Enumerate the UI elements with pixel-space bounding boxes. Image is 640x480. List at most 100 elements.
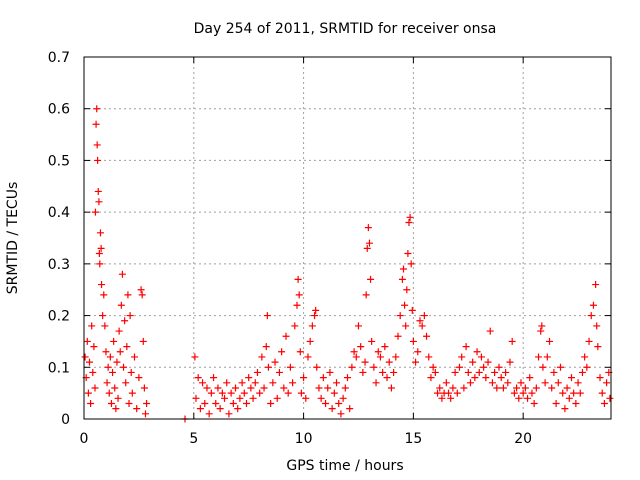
data-point (379, 368, 387, 376)
axis-ticks (83, 56, 611, 420)
data-point (404, 250, 412, 258)
data-point (240, 389, 248, 397)
data-point (344, 374, 351, 382)
data-point (368, 337, 376, 345)
data-point (423, 332, 431, 340)
data-point (116, 348, 124, 356)
data-point (543, 353, 551, 361)
data-point (574, 379, 582, 387)
data-point (113, 358, 121, 366)
data-point (212, 399, 220, 407)
data-point (296, 348, 304, 356)
data-point (322, 399, 330, 407)
data-point (83, 337, 91, 345)
data-point (460, 384, 468, 392)
data-point (556, 363, 564, 371)
data-point (471, 374, 479, 382)
data-point (596, 374, 604, 382)
data-point (89, 368, 97, 376)
y-tick-label: 0 (61, 412, 70, 428)
data-point (445, 389, 453, 397)
data-point (267, 399, 275, 407)
data-point (537, 327, 545, 335)
data-point (90, 343, 98, 351)
data-point (227, 389, 235, 397)
data-point (196, 405, 204, 413)
data-point (598, 389, 606, 397)
data-point (554, 379, 562, 387)
data-point (530, 399, 538, 407)
data-point (282, 332, 290, 340)
y-tick-label: 0.3 (48, 257, 70, 273)
data-point (236, 394, 244, 402)
data-point (412, 358, 420, 366)
data-point (495, 363, 503, 371)
data-point (126, 312, 134, 320)
data-point (482, 374, 490, 382)
data-point (464, 368, 472, 376)
data-point (104, 363, 112, 371)
data-point (225, 410, 233, 418)
data-point (258, 353, 266, 361)
data-point (515, 394, 523, 402)
data-point (418, 322, 426, 330)
data-point (125, 399, 133, 407)
data-point (374, 348, 382, 356)
data-point (581, 353, 589, 361)
data-point (399, 265, 407, 273)
data-point (381, 343, 389, 351)
data-point (333, 379, 341, 387)
data-point (519, 389, 527, 397)
data-point (324, 384, 332, 392)
data-point (291, 322, 299, 330)
data-point (127, 368, 135, 376)
data-point (103, 379, 111, 387)
data-point (294, 275, 302, 283)
data-point (390, 368, 398, 376)
data-point (517, 379, 525, 387)
data-point (110, 337, 118, 345)
data-point (128, 389, 136, 397)
data-point (587, 312, 595, 320)
data-point (308, 322, 316, 330)
data-point (473, 348, 481, 356)
data-point (120, 363, 128, 371)
data-point (263, 312, 271, 320)
data-point (247, 384, 255, 392)
data-point (210, 374, 218, 382)
data-point (192, 394, 200, 402)
data-point (280, 384, 288, 392)
data-point (425, 353, 433, 361)
data-point (85, 358, 93, 366)
data-point (510, 389, 518, 397)
data-point (234, 405, 242, 413)
data-point (123, 343, 131, 351)
data-points (81, 105, 614, 423)
data-point (370, 363, 378, 371)
data-point (264, 363, 272, 371)
data-point (114, 394, 122, 402)
data-point (140, 384, 148, 392)
data-point (359, 368, 367, 376)
data-point (111, 384, 119, 392)
data-point (92, 120, 100, 128)
data-point (253, 368, 261, 376)
data-point (302, 394, 310, 402)
data-point (552, 399, 560, 407)
data-point (221, 394, 229, 402)
data-point (532, 384, 540, 392)
data-point (315, 384, 323, 392)
data-point (592, 281, 600, 289)
data-point (191, 353, 199, 361)
data-point (109, 368, 117, 376)
data-point (458, 353, 466, 361)
data-point (138, 291, 146, 299)
data-point (361, 358, 369, 366)
data-point (387, 384, 395, 392)
data-point (559, 389, 567, 397)
data-point (376, 353, 384, 361)
data-point (295, 291, 303, 299)
data-point (403, 286, 411, 294)
data-point (593, 322, 601, 330)
data-point (414, 348, 422, 356)
